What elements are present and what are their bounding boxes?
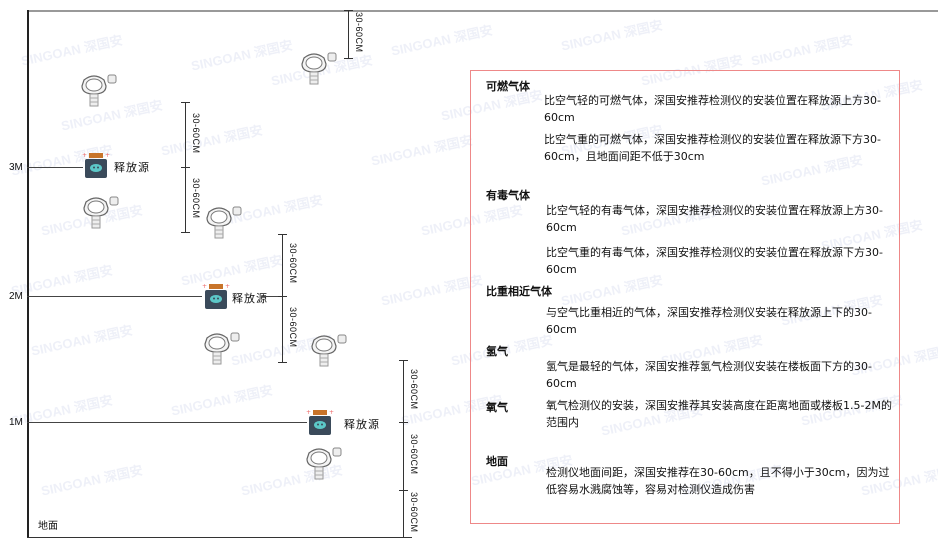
level-1m-label: 1M [9,417,23,428]
gas-detector-icon [298,50,338,86]
level-2m-line [27,296,202,297]
watermark: SINGOAN 深国安 [169,382,274,419]
dimension-label: 30-60CM [191,177,201,219]
dimension-tick [181,232,190,233]
dimension-label: 30-60CM [288,243,298,284]
dimension-tick [278,234,287,235]
dimension-tick [399,537,408,538]
gas-bottle-icon: + + [82,152,110,178]
section-title: 比重相近气体 [486,285,552,298]
section-text: 比空气轻的有毒气体，深国安推荐检测仪的安装位置在释放源上方30-60cm [546,204,883,234]
section-text: 比空气轻的可燃气体，深国安推荐检测仪的安装位置在释放源上方30-60cm [544,94,881,124]
svg-text:+: + [225,283,230,290]
gas-bottle-icon: + + [306,409,334,435]
gas-detector-icon [308,332,348,368]
gas-detector-icon [201,330,241,366]
level-1m-line [27,422,307,423]
release-source-icon: + + [82,152,110,180]
legend-box: 可燃气体 比空气轻的可燃气体，深国安推荐检测仪的安装位置在释放源上方30-60c… [470,70,900,524]
ceiling-line [27,10,938,12]
svg-text:+: + [306,409,311,416]
svg-text:+: + [329,409,334,416]
dimension-tick [399,490,408,491]
dimension-label: 30-60CM [409,369,419,410]
release-source-label: 释放源 [344,418,380,431]
svg-text:+: + [105,152,110,159]
gas-detector-icon [78,72,118,108]
svg-text:+: + [202,283,207,290]
dimension-line [403,490,404,537]
release-source-label: 释放源 [232,292,268,305]
section-text: 比空气重的有毒气体，深国安推荐检测仪的安装位置在释放源下方30-60cm [546,246,883,276]
dimension-label: 30-60CM [288,307,298,348]
dimension-tick [181,102,190,103]
section-text: 与空气比重相近的气体，深国安推荐检测仪安装在释放源上下的30-60cm [546,306,872,336]
watermark: SINGOAN 深国安 [389,22,494,59]
section-title: 氧气 [486,401,508,414]
watermark: SINGOAN 深国安 [29,322,134,359]
watermark: SINGOAN 深国安 [379,272,484,309]
watermark: SINGOAN 深国安 [749,32,854,69]
dimension-line [185,102,186,167]
dimension-tick [278,296,287,297]
dimension-line [282,296,283,362]
dimension-label: 30-60CM [409,434,419,475]
dimension-line [282,234,283,296]
ground-label: 地面 [38,521,58,532]
section-title: 地面 [486,455,508,468]
dimension-tick [181,167,190,168]
level-3m-line [27,167,83,168]
section-text: 氧气检测仪的安装，深国安推荐其安装高度在距离地面或楼板1.5-2M的范围内 [546,399,892,429]
floor-line [27,537,412,538]
gas-bottle-icon: + + [202,283,230,309]
section-text: 比空气重的可燃气体，深国安推荐检测仪的安装位置在释放源下方30-60cm，且地面… [544,133,881,163]
dimension-label: 30-60CM [409,491,419,533]
dimension-label: 30-60CM [191,112,201,154]
svg-text:+: + [82,152,87,159]
release-source-icon: + + [306,409,334,437]
watermark: SINGOAN 深国安 [369,132,474,169]
section-title: 可燃气体 [486,80,530,93]
watermark: SINGOAN 深国安 [179,252,284,289]
dimension-tick [399,422,408,423]
release-source-label: 释放源 [114,161,150,174]
dimension-line [348,10,349,58]
release-source-icon: + + [202,283,230,311]
dimension-tick [344,10,353,11]
dimension-tick [399,360,408,361]
watermark: SINGOAN 深国安 [159,122,264,159]
section-text: 检测仪地面间距，深国安推荐在30-60cm，且不得小于30cm，因为过低容易水溅… [546,466,890,496]
watermark: SINGOAN 深国安 [9,262,114,299]
section-title: 氢气 [486,345,508,358]
dimension-label: 30-60CM [354,12,364,53]
section-title: 有毒气体 [486,189,530,202]
wall-line [27,10,29,538]
level-3m-label: 3M [9,162,23,173]
dimension-tick [278,362,287,363]
leader-line [262,296,282,297]
watermark: SINGOAN 深国安 [189,37,294,74]
gas-detector-icon [203,204,243,240]
dimension-line [185,167,186,232]
gas-detector-icon [303,445,343,481]
gas-detector-icon [80,194,120,230]
dimension-tick [344,58,353,59]
watermark: SINGOAN 深国安 [39,462,144,499]
watermark: SINGOAN 深国安 [19,32,124,69]
dimension-line [403,422,404,490]
watermark: SINGOAN 深国安 [559,17,664,54]
dimension-line [403,360,404,422]
level-2m-label: 2M [9,291,23,302]
section-text: 氢气是最轻的气体，深国安推荐氢气检测仪安装在楼板面下方的30-60cm [546,360,872,390]
watermark: SINGOAN 深国安 [9,392,114,429]
